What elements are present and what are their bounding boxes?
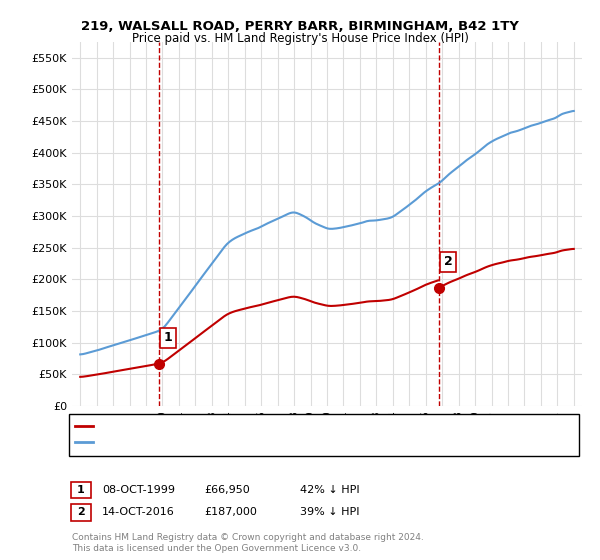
Text: 1: 1 (164, 332, 172, 344)
Text: HPI: Average price, detached house, Birmingham: HPI: Average price, detached house, Birm… (96, 437, 353, 447)
Text: 219, WALSALL ROAD, PERRY BARR, BIRMINGHAM, B42 1TY: 219, WALSALL ROAD, PERRY BARR, BIRMINGHA… (81, 20, 519, 32)
Text: 2: 2 (443, 255, 452, 268)
Text: 1: 1 (77, 485, 85, 495)
Text: 2: 2 (77, 507, 85, 517)
Text: £187,000: £187,000 (204, 507, 257, 517)
Text: 39% ↓ HPI: 39% ↓ HPI (300, 507, 359, 517)
Text: 08-OCT-1999: 08-OCT-1999 (102, 485, 175, 495)
Text: 14-OCT-2016: 14-OCT-2016 (102, 507, 175, 517)
Text: Price paid vs. HM Land Registry's House Price Index (HPI): Price paid vs. HM Land Registry's House … (131, 32, 469, 45)
Text: 42% ↓ HPI: 42% ↓ HPI (300, 485, 359, 495)
Text: Contains HM Land Registry data © Crown copyright and database right 2024.
This d: Contains HM Land Registry data © Crown c… (72, 533, 424, 553)
Text: 219, WALSALL ROAD, PERRY BARR, BIRMINGHAM, B42 1TY (detached house): 219, WALSALL ROAD, PERRY BARR, BIRMINGHA… (96, 421, 495, 431)
Text: £66,950: £66,950 (204, 485, 250, 495)
